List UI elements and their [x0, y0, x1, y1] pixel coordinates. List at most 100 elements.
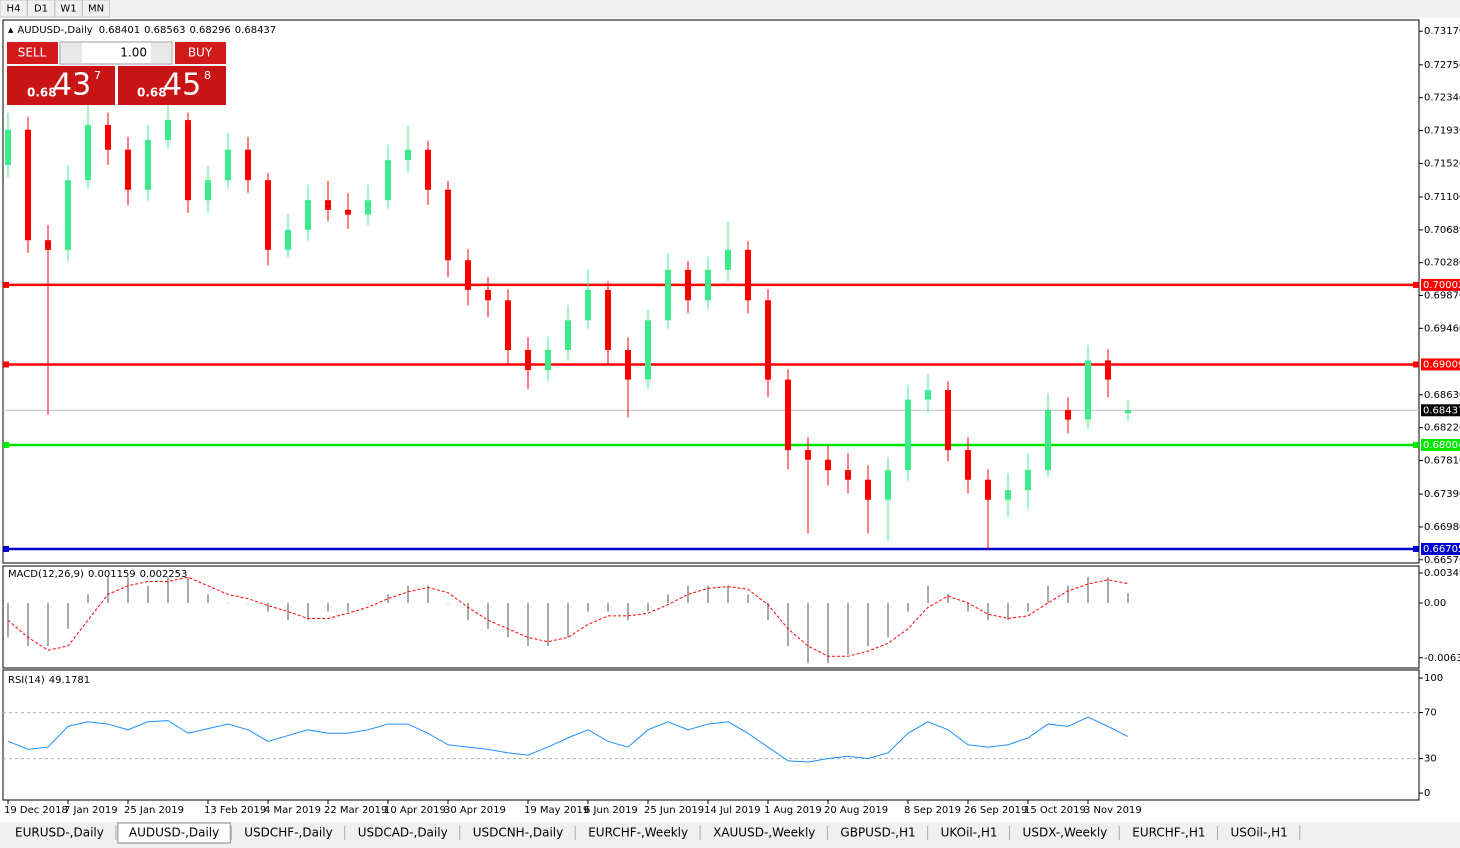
- macd-bar: [827, 602, 829, 664]
- tab[interactable]: [461, 823, 575, 843]
- tab[interactable]: [117, 822, 231, 844]
- macd-bar: [567, 602, 569, 638]
- macd-bar: [1007, 602, 1009, 621]
- macd-bar: [47, 602, 49, 646]
- level-handle[interactable]: [3, 441, 9, 448]
- candle-body: [885, 470, 891, 500]
- toolbar: [0, 0, 1460, 18]
- macd-header: MACD(12,26,9) 0.001159 0.002253: [8, 569, 187, 580]
- macd-bar: [987, 602, 989, 621]
- level-handle[interactable]: [3, 545, 9, 552]
- lot-value: 1.00: [120, 46, 147, 60]
- tab[interactable]: [1121, 823, 1217, 843]
- tab[interactable]: [4, 823, 115, 843]
- macd-bar: [7, 602, 9, 638]
- macd-bar: [627, 602, 629, 621]
- tab-label: GBPUSD-,H1: [840, 826, 915, 840]
- macd-bar: [27, 602, 29, 646]
- lot-down[interactable]: [61, 43, 82, 63]
- level-handle[interactable]: [1413, 441, 1419, 448]
- candle-body: [485, 289, 491, 301]
- macd-bar: [927, 585, 929, 603]
- macd-bar: [407, 585, 409, 603]
- macd-bar: [767, 602, 769, 621]
- x-tick-label: 25 Jun 2019: [644, 805, 704, 816]
- candle-body: [985, 479, 991, 500]
- x-tick-label: 26 Sep 2019: [964, 805, 1027, 816]
- macd-signal: [7, 576, 1129, 657]
- macd-bar: [167, 577, 169, 603]
- tab[interactable]: [1219, 823, 1299, 843]
- ask-small: 8: [204, 69, 211, 82]
- tab[interactable]: [829, 823, 927, 843]
- main-pane: [2, 19, 1420, 564]
- level-handle[interactable]: [3, 361, 9, 368]
- macd-bar: [267, 602, 269, 612]
- candle-body: [465, 260, 471, 290]
- ask-big: 45: [163, 68, 201, 103]
- tab[interactable]: [577, 823, 700, 843]
- level-label-box: [1421, 438, 1460, 451]
- ohlc-low: 0.68296: [189, 25, 230, 36]
- level-handle[interactable]: [1413, 361, 1419, 368]
- candle-body: [1025, 470, 1031, 491]
- tab[interactable]: [929, 823, 1009, 843]
- lot-up[interactable]: [151, 43, 171, 63]
- tab-label: USOil-,H1: [1231, 826, 1288, 840]
- tab-label: USDCNH-,Daily: [473, 826, 564, 840]
- macd-bar: [947, 594, 949, 603]
- lot-input[interactable]: [59, 41, 173, 65]
- macd-bar: [807, 602, 809, 664]
- candle-body: [505, 300, 511, 350]
- tab[interactable]: [233, 823, 344, 843]
- x-tick-label: 22 Mar 2019: [324, 805, 387, 816]
- x-tick-label: 3 Nov 2019: [1084, 805, 1142, 816]
- candle-body: [545, 349, 551, 370]
- level-label-box: [1421, 542, 1460, 555]
- tab[interactable]: [346, 823, 459, 843]
- candle-body: [725, 249, 731, 270]
- candle-body: [1105, 360, 1111, 380]
- macd-bar: [247, 602, 249, 604]
- tab-label: AUDUSD-,Daily: [129, 826, 219, 840]
- candle-body: [905, 399, 911, 471]
- x-tick-label: 14 Jul 2019: [704, 805, 761, 816]
- tab[interactable]: [1011, 823, 1119, 843]
- candle-body: [325, 200, 331, 210]
- bid-box[interactable]: [7, 66, 115, 105]
- macd-bar: [847, 602, 849, 655]
- level-handle[interactable]: [1413, 281, 1419, 288]
- macd-bar: [547, 602, 549, 646]
- tab[interactable]: [702, 823, 827, 843]
- candle-body: [145, 140, 151, 190]
- level-handle[interactable]: [3, 281, 9, 288]
- rsi-header: RSI(14) 49.1781: [8, 675, 90, 686]
- buy-button[interactable]: [175, 42, 226, 64]
- candle-body: [1125, 410, 1131, 414]
- macd-bar: [487, 602, 489, 629]
- x-tick-label: 20 Aug 2019: [824, 805, 888, 816]
- chart-title: AUDUSD-,Daily: [17, 25, 92, 36]
- x-tick-label: 19 Dec 2018: [4, 805, 68, 816]
- y-tick-label: 0.66570: [1424, 555, 1460, 566]
- candle-body: [1065, 410, 1071, 420]
- ohlc-open: 0.68401: [99, 25, 140, 36]
- ask-box[interactable]: [118, 66, 226, 105]
- macd-bar: [127, 577, 129, 603]
- macd-bar: [507, 602, 509, 638]
- level-handle[interactable]: [1413, 545, 1419, 552]
- macd-bar: [447, 602, 449, 604]
- rsi-pane: [2, 669, 1420, 801]
- candle-body: [85, 124, 91, 181]
- level-label: 0.66705: [1423, 544, 1460, 555]
- toolbar-button[interactable]: [82, 0, 110, 18]
- tab-label: EURUSD-,Daily: [15, 826, 104, 840]
- tab-label: USDCHF-,Daily: [244, 826, 332, 840]
- candle-body: [945, 390, 951, 451]
- sell-button[interactable]: [7, 42, 58, 64]
- candle-body: [205, 180, 211, 201]
- tab-label: XAUUSD-,Weekly: [713, 826, 815, 840]
- candle-body: [245, 149, 251, 181]
